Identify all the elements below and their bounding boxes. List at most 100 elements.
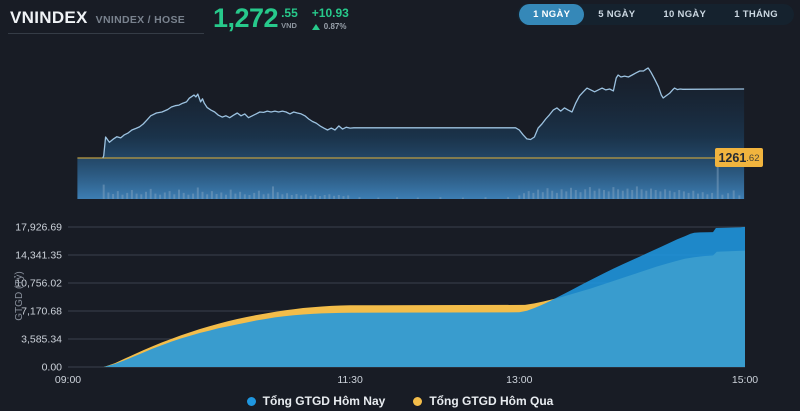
volume-bar (584, 189, 587, 199)
volume-bar (565, 191, 568, 199)
change-percent-row: 0.87% (311, 22, 349, 31)
y-axis-title: GTGD (Tỷ) (13, 271, 25, 320)
volume-bar (555, 192, 558, 199)
volume-bar (593, 190, 596, 199)
volume-bar (687, 192, 690, 199)
reference-price-badge: 1261 .62 (715, 148, 763, 167)
range-button-5-ngay[interactable]: 5 NGÀY (584, 4, 649, 25)
volume-bar (168, 191, 171, 199)
index-name: VNINDEX (10, 8, 88, 27)
legend-label-today: Tổng GTGD Hôm Nay (262, 394, 386, 408)
volume-bar (276, 192, 279, 199)
volume-bar (607, 191, 610, 199)
volume-bar (621, 190, 624, 199)
volume-bar (537, 189, 540, 199)
volume-bar (210, 191, 213, 199)
volume-bar (461, 197, 464, 199)
legend-item-yesterday[interactable]: Tổng GTGD Hôm Qua (413, 394, 553, 408)
volume-bar (439, 197, 442, 199)
volume-bar (196, 187, 199, 199)
legend-dot-today (246, 396, 256, 406)
volume-bar (664, 189, 667, 199)
x-tick-label: 09:00 (55, 374, 81, 386)
volume-bar (588, 187, 591, 199)
volume-bar (107, 192, 110, 199)
volume-bar (159, 194, 162, 199)
volume-bar (532, 192, 535, 199)
volume-bar (178, 189, 180, 199)
up-triangle-icon (311, 23, 320, 30)
x-tick-label: 15:00 (732, 374, 758, 386)
volume-bar (673, 192, 676, 199)
change-value: +10.93 (311, 6, 349, 20)
volume-bar (215, 194, 218, 199)
legend-item-today[interactable]: Tổng GTGD Hôm Nay (246, 394, 386, 408)
index-subtitle: VNINDEX / HOSE (95, 14, 186, 26)
volume-bar (262, 194, 265, 199)
volume-bar (243, 194, 246, 199)
volume-bar (396, 197, 399, 199)
header: VNINDEX VNINDEX / HOSE 1,272 .55 VND +10.… (0, 0, 800, 40)
x-tick-label: 13:00 (506, 374, 532, 386)
volume-bar (267, 193, 270, 199)
volume-bar (631, 190, 634, 199)
volume-bar (701, 192, 704, 199)
volume-bar (149, 188, 152, 199)
volume-bar (206, 194, 209, 199)
volume-bar (112, 194, 115, 199)
header-divider (8, 33, 204, 34)
volume-bar (645, 190, 648, 199)
price-line (102, 67, 745, 159)
price-sub: .55 VND (281, 7, 298, 30)
volume-bar (337, 195, 340, 199)
volume-bar (309, 195, 312, 199)
reference-price-decimal: .62 (746, 153, 760, 164)
volume-bar (102, 184, 105, 199)
price-block: 1,272 .55 VND +10.93 0.87% (213, 3, 349, 33)
volume-bar (603, 190, 605, 199)
volume-bar (697, 193, 699, 199)
volume-bar (192, 193, 195, 199)
volume-bar (678, 190, 681, 199)
volume-bar (304, 194, 307, 199)
volume-bar (659, 191, 662, 199)
volume-bar (300, 195, 303, 199)
range-button-1-ngay[interactable]: 1 NGÀY (519, 4, 585, 25)
volume-bar (650, 188, 652, 199)
volume-bar (560, 189, 563, 199)
volume-bar (173, 194, 176, 199)
volume-bar (716, 163, 719, 199)
volume-bar (570, 187, 572, 199)
volume-bar (342, 196, 345, 199)
volume-bar (668, 190, 671, 199)
range-button-1-thang[interactable]: 1 THÁNG (720, 4, 792, 25)
y-tick-label: 10,756.02 (15, 278, 62, 290)
reference-price-main: 1261 (718, 150, 747, 165)
range-selector: 1 NGÀY 5 NGÀY 10 NGÀY 1 THÁNG (517, 4, 794, 25)
volume-bar (574, 190, 577, 199)
volume-bar (527, 191, 530, 199)
volume-bar (377, 197, 380, 199)
gtgd-today-area (103, 227, 745, 367)
volume-bar (626, 188, 629, 199)
volume-bar (358, 197, 361, 199)
volume-bar (546, 188, 549, 199)
volume-bar (295, 194, 298, 199)
volume-bar (290, 195, 293, 199)
legend-label-yesterday: Tổng GTGD Hôm Qua (429, 394, 554, 408)
volume-bar (416, 197, 419, 199)
volume-bar (706, 194, 709, 199)
price-decimal: .55 (281, 6, 298, 20)
y-tick-label: 17,926.69 (15, 222, 62, 234)
range-button-10-ngay[interactable]: 10 NGÀY (649, 4, 720, 25)
y-tick-label: 0.00 (42, 362, 63, 374)
change-percent: 0.87% (323, 22, 347, 31)
volume-bar (328, 194, 331, 199)
volume-bar (163, 192, 166, 199)
change-block: +10.93 0.87% (311, 6, 349, 31)
volume-bar (201, 191, 204, 199)
volume-bar (154, 193, 157, 199)
legend-dot-yesterday (413, 396, 423, 406)
